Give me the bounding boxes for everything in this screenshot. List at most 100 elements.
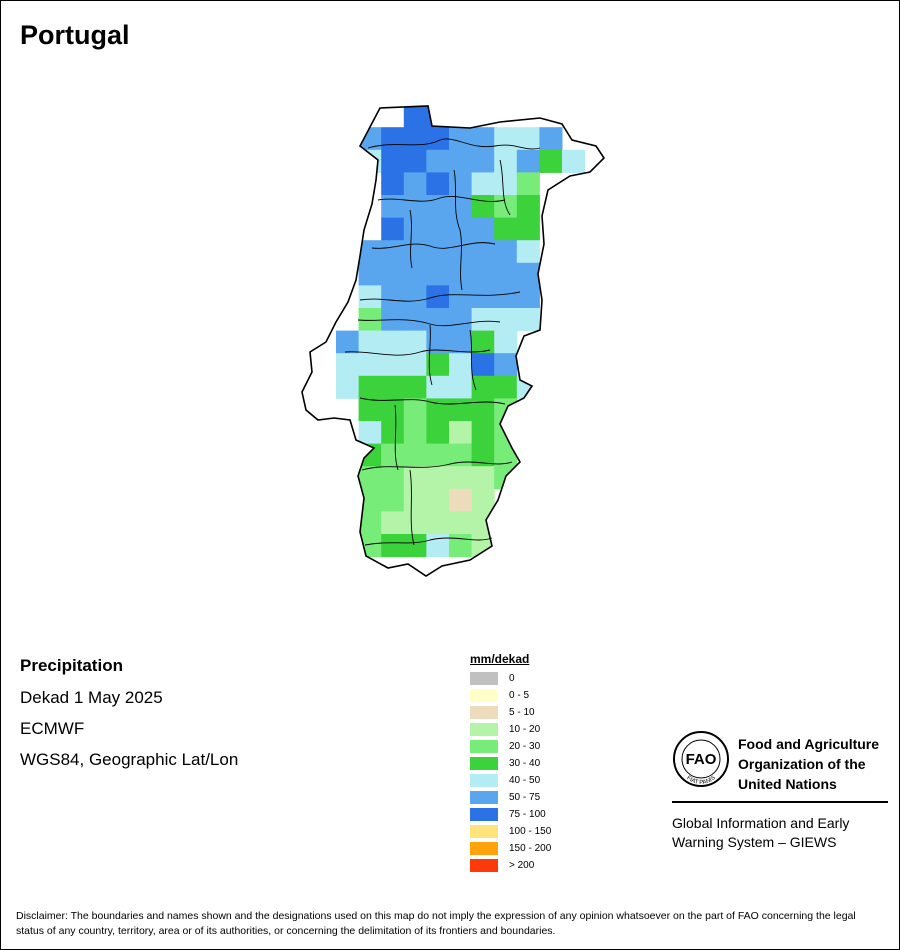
district-boundaries <box>344 138 541 546</box>
grid-cell <box>449 511 473 535</box>
grid-cell <box>403 195 427 219</box>
grid-cell <box>381 127 405 151</box>
grid-cell <box>381 488 405 512</box>
grid-cell <box>449 285 473 309</box>
grid-cell <box>426 285 450 309</box>
legend-item: 150 - 200 <box>470 840 551 857</box>
grid-cell <box>336 330 360 354</box>
legend-swatch <box>470 825 498 838</box>
organization-name-line-3: United Nations <box>738 776 837 792</box>
grid-cell <box>403 240 427 264</box>
projection-label: WGS84, Geographic Lat/Lon <box>20 750 239 769</box>
grid-cell <box>381 353 405 377</box>
legend-item: 0 <box>470 670 551 687</box>
grid-cell <box>449 466 473 490</box>
grid-cell <box>449 195 473 219</box>
legend-label: 10 - 20 <box>509 724 541 735</box>
grid-cell <box>403 172 427 196</box>
grid-cell <box>403 262 427 286</box>
legend-swatch <box>470 740 498 753</box>
period-label: Dekad 1 May 2025 <box>20 688 163 707</box>
grid-cell <box>358 353 382 377</box>
grid-cell <box>426 421 450 445</box>
grid-cell <box>471 488 495 512</box>
grid-cell <box>426 240 450 264</box>
grid-cell <box>494 240 518 264</box>
grid-cell <box>494 217 518 241</box>
grid-cell <box>381 195 405 219</box>
grid-cell <box>516 217 540 241</box>
legend-label: 30 - 40 <box>509 758 541 769</box>
legend: mm/dekad 0 0 - 5 5 - 10 10 - 20 20 - 30 30 - … <box>470 652 551 874</box>
grid-cell <box>494 353 518 377</box>
system-name-line-2: Warning System – GIEWS <box>672 834 837 850</box>
grid-cell <box>381 511 405 535</box>
grid-cell <box>381 262 405 286</box>
grid-cell <box>403 330 427 354</box>
legend-item: > 200 <box>470 857 551 874</box>
legend-label: 0 <box>509 673 515 684</box>
model-label: ECMWF <box>20 719 85 738</box>
grid-cell <box>426 330 450 354</box>
grid-cell <box>336 375 360 399</box>
grid-cell <box>358 466 382 490</box>
legend-label: 40 - 50 <box>509 775 541 786</box>
grid-cell <box>471 172 495 196</box>
grid-cell <box>403 511 427 535</box>
grid-cell <box>426 127 450 151</box>
grid-cell <box>539 127 563 151</box>
organization-divider <box>672 801 888 803</box>
grid-cell <box>358 330 382 354</box>
grid-cell <box>449 353 473 377</box>
grid-cell <box>426 195 450 219</box>
grid-cell <box>403 534 427 558</box>
legend-item: 5 - 10 <box>470 704 551 721</box>
grid-cell <box>403 106 427 128</box>
grid-cell <box>426 149 450 173</box>
legend-swatch <box>470 859 498 872</box>
grid-cell <box>403 353 427 377</box>
grid-cell <box>516 149 540 173</box>
logo-letters: FAO <box>686 751 717 768</box>
grid-cell <box>381 534 405 558</box>
layer-name: Precipitation <box>20 656 123 675</box>
legend-items: 0 0 - 5 5 - 10 10 - 20 20 - 30 30 - 40 40 - 50… <box>470 670 551 874</box>
legend-swatch <box>470 689 498 702</box>
grid-cell <box>449 127 473 151</box>
grid-cell <box>471 195 495 219</box>
legend-label: 50 - 75 <box>509 792 541 803</box>
grid-cell <box>358 511 382 535</box>
legend-swatch <box>470 808 498 821</box>
grid-cell <box>449 534 473 558</box>
legend-item: 20 - 30 <box>470 738 551 755</box>
grid-cell <box>471 217 495 241</box>
system-name-line-1: Global Information and Early <box>672 815 850 831</box>
grid-cell <box>381 330 405 354</box>
grid-cell <box>449 330 473 354</box>
grid-cell <box>381 398 405 422</box>
grid-cell <box>449 421 473 445</box>
grid-cell <box>358 262 382 286</box>
grid-cell <box>381 217 405 241</box>
grid-cell <box>471 466 495 490</box>
grid-cell <box>426 466 450 490</box>
legend-item: 100 - 150 <box>470 823 551 840</box>
grid-cell <box>516 195 540 219</box>
grid-cell <box>516 285 540 309</box>
legend-label: 20 - 30 <box>509 741 541 752</box>
grid-cell <box>336 353 360 377</box>
grid-cell <box>471 443 495 467</box>
logo-motto: FIAT PANIS <box>685 775 716 786</box>
grid-cell <box>471 421 495 445</box>
grid-cell <box>358 488 382 512</box>
grid-cell <box>449 217 473 241</box>
grid-cell <box>516 127 540 151</box>
precipitation-map <box>301 105 606 577</box>
grid-cell <box>516 308 540 332</box>
grid-cell <box>494 127 518 151</box>
grid-cell <box>358 308 382 332</box>
organization-name: Food and Agriculture Organization of the… <box>738 734 898 794</box>
grid-cell <box>494 262 518 286</box>
legend-swatch <box>470 706 498 719</box>
legend-label: 100 - 150 <box>509 826 552 837</box>
